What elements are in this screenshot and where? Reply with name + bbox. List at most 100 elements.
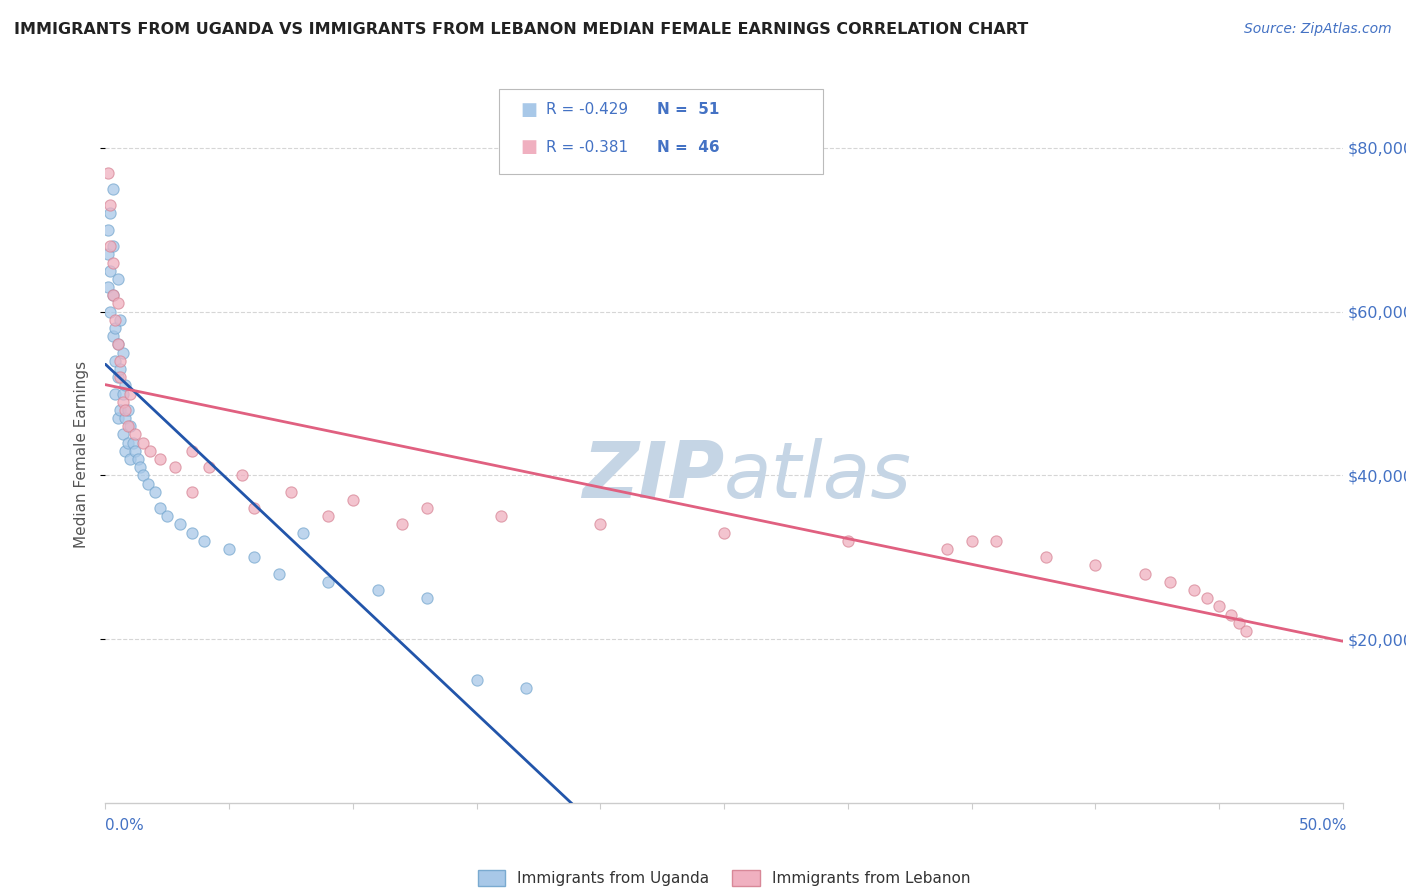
Point [515, 681, 537, 696]
Point [416, 591, 439, 606]
Point [110, 370, 132, 384]
Text: atlas: atlas [724, 438, 912, 514]
Point [110, 313, 132, 327]
Text: N =  51: N = 51 [657, 103, 718, 117]
Point [101, 255, 124, 269]
Point [243, 501, 266, 516]
Point [124, 427, 146, 442]
Text: 50.0%: 50.0% [1299, 818, 1347, 832]
Point [292, 525, 315, 540]
Point [104, 321, 127, 335]
Point [231, 468, 253, 483]
Point [143, 484, 166, 499]
Y-axis label: Median Female Earnings: Median Female Earnings [75, 361, 90, 549]
Text: ZIP: ZIP [582, 438, 724, 514]
Point [120, 419, 142, 434]
Point [1220, 607, 1243, 622]
Point [107, 370, 129, 384]
Point [107, 337, 129, 351]
Point [156, 509, 179, 524]
Point [589, 517, 612, 532]
Point [101, 329, 124, 343]
Point [181, 484, 204, 499]
Point [114, 378, 136, 392]
Point [97, 247, 120, 261]
Point [114, 403, 136, 417]
Point [104, 353, 127, 368]
Point [181, 525, 204, 540]
Point [391, 517, 413, 532]
Point [97, 280, 120, 294]
Point [101, 288, 124, 302]
Point [120, 452, 142, 467]
Point [114, 411, 136, 425]
Point [120, 386, 142, 401]
Point [986, 533, 1008, 548]
Point [837, 533, 859, 548]
Point [1227, 615, 1250, 630]
Point [316, 509, 339, 524]
Point [100, 264, 122, 278]
Point [1133, 566, 1156, 581]
Point [169, 517, 191, 532]
Point [100, 206, 122, 220]
Point [101, 288, 124, 302]
Point [316, 574, 339, 589]
Point [100, 198, 122, 212]
Point [935, 542, 957, 557]
Point [181, 443, 204, 458]
Point [117, 435, 139, 450]
Legend: Immigrants from Uganda, Immigrants from Lebanon: Immigrants from Uganda, Immigrants from … [471, 864, 977, 892]
Point [110, 362, 132, 376]
Text: R = -0.381: R = -0.381 [546, 140, 627, 154]
Point [97, 165, 120, 179]
Point [107, 296, 129, 310]
Point [104, 313, 127, 327]
Point [111, 345, 134, 359]
Point [198, 460, 221, 475]
Text: ■: ■ [520, 101, 537, 119]
Point [114, 443, 136, 458]
Point [280, 484, 302, 499]
Point [960, 533, 983, 548]
Point [104, 386, 127, 401]
Point [491, 509, 513, 524]
Point [1035, 550, 1057, 565]
Point [131, 435, 153, 450]
Point [1195, 591, 1218, 606]
Point [129, 460, 152, 475]
Point [117, 419, 139, 434]
Text: 0.0%: 0.0% [105, 818, 145, 832]
Point [110, 403, 132, 417]
Point [107, 411, 129, 425]
Point [1182, 582, 1205, 597]
Text: R = -0.429: R = -0.429 [546, 103, 627, 117]
Point [1159, 574, 1181, 589]
Point [342, 492, 364, 507]
Point [107, 272, 129, 286]
Point [100, 304, 122, 318]
Point [465, 673, 488, 687]
Point [218, 542, 240, 557]
Point [100, 239, 122, 253]
Point [713, 525, 735, 540]
Point [101, 182, 124, 196]
Point [110, 353, 132, 368]
Point [163, 460, 186, 475]
Point [107, 337, 129, 351]
Point [1208, 599, 1230, 614]
Point [124, 443, 146, 458]
Point [193, 533, 215, 548]
Text: ■: ■ [520, 138, 537, 156]
Point [131, 468, 153, 483]
Point [127, 452, 149, 467]
Point [111, 394, 134, 409]
Point [149, 501, 172, 516]
Point [1084, 558, 1107, 573]
Point [111, 386, 134, 401]
Point [111, 427, 134, 442]
Point [149, 452, 172, 467]
Text: IMMIGRANTS FROM UGANDA VS IMMIGRANTS FROM LEBANON MEDIAN FEMALE EARNINGS CORRELA: IMMIGRANTS FROM UGANDA VS IMMIGRANTS FRO… [14, 22, 1028, 37]
Point [121, 435, 143, 450]
Point [136, 476, 159, 491]
